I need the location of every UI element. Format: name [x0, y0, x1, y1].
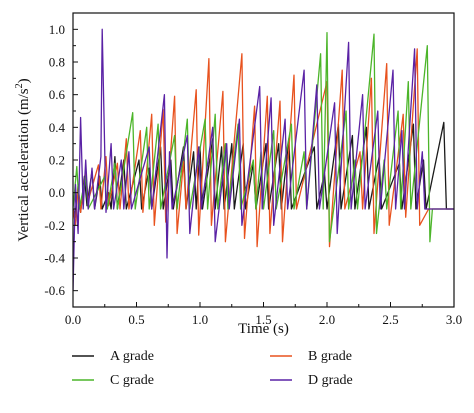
x-tick-label: 2.5: [382, 312, 398, 327]
x-tick-label: 2.0: [319, 312, 335, 327]
series-line-d-grade: [73, 28, 454, 291]
y-axis-label-superscript: 2: [14, 83, 25, 88]
x-tick-label: 1.0: [192, 312, 208, 327]
y-axis-label: Vertical acceleration (m/s2): [14, 78, 32, 241]
y-axis-label-main: Vertical acceleration (m/s: [16, 88, 32, 241]
legend: A grade B grade C grade D grade: [72, 349, 353, 388]
x-axis-label: Time (s): [238, 321, 289, 337]
x-axis-ticks: 0.0 0.5 1.0 1.5 2.0 2.5 3.0: [65, 302, 462, 327]
y-tick-label: -0.2: [44, 218, 65, 233]
y-tick-label: 0.4: [49, 120, 66, 135]
y-axis-ticks: -0.6 -0.4 -0.2 0.0 0.2 0.4 0.6 0.8 1.0: [44, 12, 78, 308]
legend-label: B grade: [308, 349, 352, 364]
y-tick-label: 0.0: [49, 185, 65, 200]
plot-lines: [73, 28, 454, 291]
y-tick-label: 0.6: [49, 87, 66, 102]
series-line-b-grade: [73, 48, 454, 248]
y-tick-label: 0.8: [49, 55, 65, 70]
legend-label: C grade: [110, 373, 154, 388]
x-tick-label: 0.0: [65, 312, 81, 327]
y-tick-label: 0.2: [49, 153, 65, 168]
legend-label: A grade: [110, 349, 154, 364]
x-tick-label: 1.5: [255, 312, 271, 327]
series-line-c-grade: [73, 31, 454, 243]
y-tick-label: 1.0: [49, 22, 65, 37]
x-tick-label: 0.5: [128, 312, 144, 327]
y-axis-label-close: ): [16, 78, 32, 83]
x-tick-label: 3.0: [446, 312, 462, 327]
y-tick-label: -0.6: [44, 283, 65, 298]
y-tick-label: -0.4: [44, 251, 65, 266]
legend-label: D grade: [308, 373, 353, 388]
series-line-a-grade: [73, 121, 454, 218]
